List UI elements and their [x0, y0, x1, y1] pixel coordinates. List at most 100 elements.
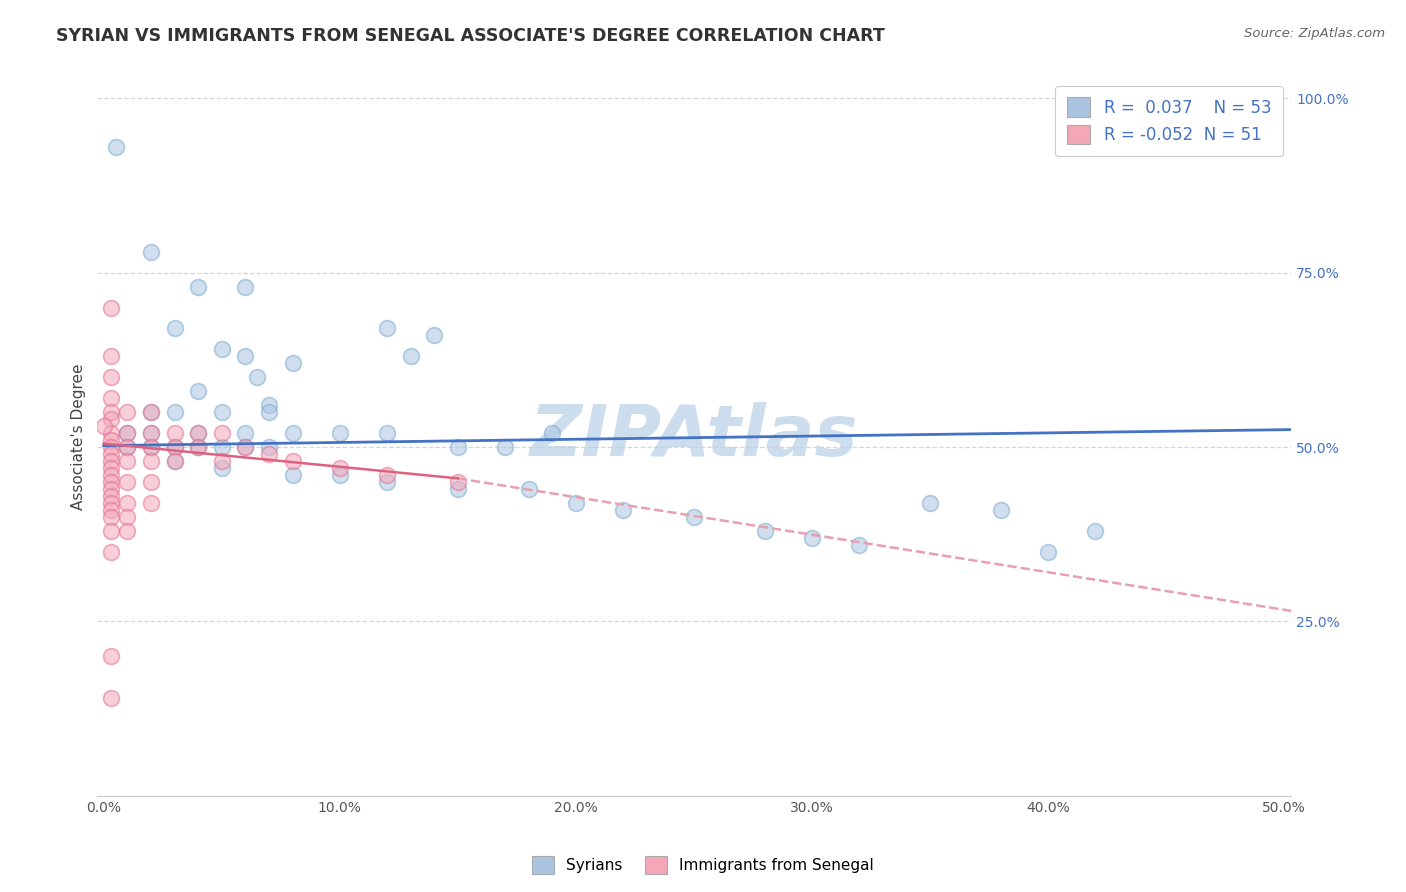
Point: [375, 475, 398, 489]
Point: [100, 496, 122, 510]
Point: [139, 405, 162, 419]
Point: [187, 426, 209, 441]
Point: [100, 691, 122, 706]
Point: [117, 454, 139, 468]
Point: [100, 503, 122, 517]
Point: [100, 454, 122, 468]
Point: [187, 279, 209, 293]
Y-axis label: Associate's Degree: Associate's Degree: [72, 363, 86, 510]
Point: [100, 461, 122, 475]
Point: [100, 405, 122, 419]
Point: [281, 454, 304, 468]
Point: [612, 503, 634, 517]
Point: [100, 426, 122, 441]
Text: Source: ZipAtlas.com: Source: ZipAtlas.com: [1244, 27, 1385, 40]
Point: [100, 447, 122, 461]
Point: [117, 475, 139, 489]
Point: [187, 440, 209, 454]
Point: [104, 140, 127, 154]
Point: [100, 301, 122, 315]
Point: [211, 454, 233, 468]
Point: [211, 343, 233, 357]
Point: [117, 426, 139, 441]
Point: [163, 454, 186, 468]
Legend: Syrians, Immigrants from Senegal: Syrians, Immigrants from Senegal: [526, 850, 880, 880]
Point: [1036, 544, 1059, 558]
Point: [100, 370, 122, 384]
Point: [447, 475, 470, 489]
Point: [447, 440, 470, 454]
Point: [139, 454, 162, 468]
Legend: R =  0.037    N = 53, R = -0.052  N = 51: R = 0.037 N = 53, R = -0.052 N = 51: [1056, 86, 1284, 156]
Point: [100, 440, 122, 454]
Point: [100, 544, 122, 558]
Text: SYRIAN VS IMMIGRANTS FROM SENEGAL ASSOCIATE'S DEGREE CORRELATION CHART: SYRIAN VS IMMIGRANTS FROM SENEGAL ASSOCI…: [56, 27, 884, 45]
Point: [93, 419, 115, 434]
Point: [920, 496, 942, 510]
Point: [211, 405, 233, 419]
Point: [375, 467, 398, 482]
Point: [329, 467, 352, 482]
Point: [211, 426, 233, 441]
Point: [100, 475, 122, 489]
Point: [329, 461, 352, 475]
Point: [211, 461, 233, 475]
Point: [235, 440, 257, 454]
Point: [117, 426, 139, 441]
Point: [117, 405, 139, 419]
Point: [235, 440, 257, 454]
Text: ZIPAtlas: ZIPAtlas: [530, 402, 858, 471]
Point: [139, 405, 162, 419]
Point: [1084, 524, 1107, 538]
Point: [139, 426, 162, 441]
Point: [163, 426, 186, 441]
Point: [683, 509, 706, 524]
Point: [375, 426, 398, 441]
Point: [281, 356, 304, 370]
Point: [187, 440, 209, 454]
Point: [139, 440, 162, 454]
Point: [163, 440, 186, 454]
Point: [163, 440, 186, 454]
Point: [848, 538, 870, 552]
Point: [139, 426, 162, 441]
Point: [494, 440, 516, 454]
Point: [100, 524, 122, 538]
Point: [517, 482, 540, 496]
Point: [329, 426, 352, 441]
Point: [100, 467, 122, 482]
Point: [117, 509, 139, 524]
Point: [117, 524, 139, 538]
Point: [100, 350, 122, 364]
Point: [990, 503, 1012, 517]
Point: [100, 482, 122, 496]
Point: [163, 405, 186, 419]
Point: [281, 426, 304, 441]
Point: [100, 489, 122, 503]
Point: [447, 482, 470, 496]
Point: [257, 398, 280, 412]
Point: [801, 531, 824, 545]
Point: [211, 440, 233, 454]
Point: [117, 440, 139, 454]
Point: [423, 328, 446, 343]
Point: [257, 405, 280, 419]
Point: [117, 496, 139, 510]
Point: [100, 433, 122, 447]
Point: [257, 440, 280, 454]
Point: [187, 426, 209, 441]
Point: [163, 321, 186, 335]
Point: [235, 426, 257, 441]
Point: [100, 412, 122, 426]
Point: [399, 350, 422, 364]
Point: [100, 391, 122, 405]
Point: [246, 370, 269, 384]
Point: [100, 509, 122, 524]
Point: [139, 244, 162, 259]
Point: [375, 321, 398, 335]
Point: [754, 524, 776, 538]
Point: [100, 649, 122, 664]
Point: [281, 467, 304, 482]
Point: [235, 279, 257, 293]
Point: [565, 496, 588, 510]
